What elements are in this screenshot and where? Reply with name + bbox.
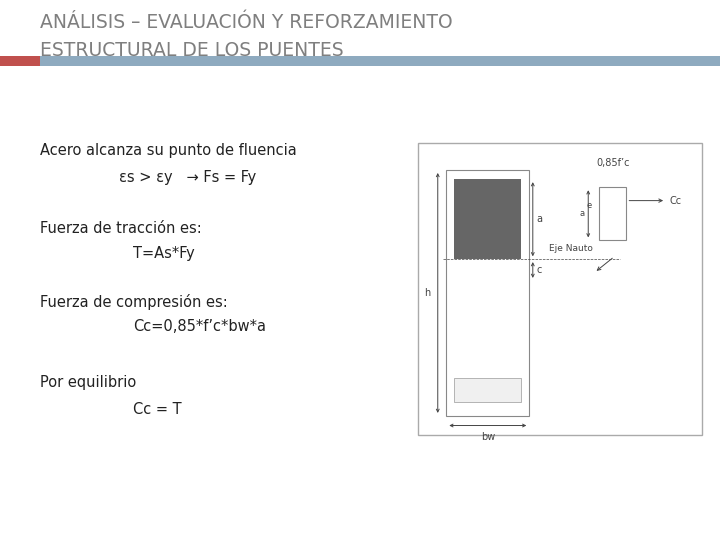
Text: Cc=0,85*f’c*bw*a: Cc=0,85*f’c*bw*a xyxy=(133,319,266,334)
Bar xyxy=(446,170,529,416)
Text: h: h xyxy=(424,288,431,298)
Text: c: c xyxy=(456,210,461,220)
Text: Acero alcanza su punto de fluencia: Acero alcanza su punto de fluencia xyxy=(40,143,297,158)
Text: a: a xyxy=(580,210,585,218)
Bar xyxy=(599,187,626,240)
Bar xyxy=(454,378,521,402)
Text: ESTRUCTURAL DE LOS PUENTES: ESTRUCTURAL DE LOS PUENTES xyxy=(40,40,343,59)
Text: ANÁLISIS – EVALUACIÓN Y REFORZAMIENTO: ANÁLISIS – EVALUACIÓN Y REFORZAMIENTO xyxy=(40,14,452,32)
Text: Fuerza de compresión es:: Fuerza de compresión es: xyxy=(40,294,228,310)
Text: As: As xyxy=(482,363,494,374)
Bar xyxy=(40,56,720,66)
Text: Cc = T: Cc = T xyxy=(133,402,182,417)
Bar xyxy=(0,56,40,66)
Text: Por equilibrio: Por equilibrio xyxy=(40,375,136,390)
Text: Fuerza de tracción es:: Fuerza de tracción es: xyxy=(40,221,202,237)
Bar xyxy=(454,179,521,259)
Text: Cc: Cc xyxy=(670,195,682,206)
Text: a: a xyxy=(536,214,542,224)
Text: T=As*Fy: T=As*Fy xyxy=(133,246,195,261)
Text: c: c xyxy=(536,265,541,275)
Text: εs > εy   → Fs = Fy: εs > εy → Fs = Fy xyxy=(119,170,256,185)
Text: bw: bw xyxy=(481,432,495,442)
Bar xyxy=(418,143,702,435)
Text: e: e xyxy=(587,201,592,211)
Text: Eje Nauto: Eje Nauto xyxy=(549,244,593,253)
Text: 0,85f’c: 0,85f’c xyxy=(596,158,629,168)
